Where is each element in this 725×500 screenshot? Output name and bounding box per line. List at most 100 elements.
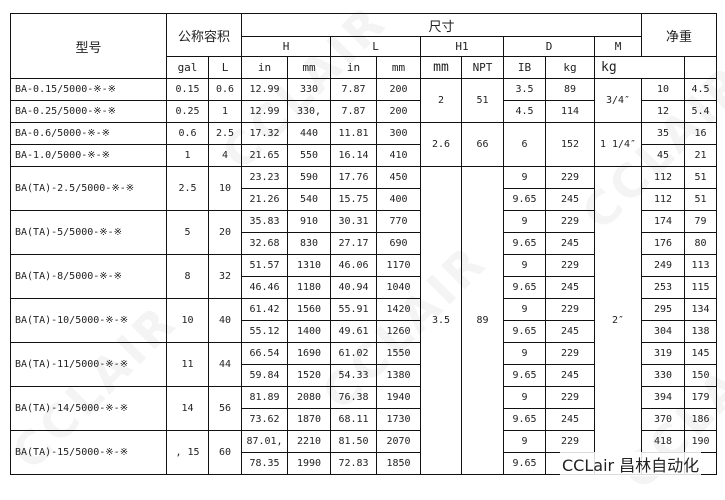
l-in-cell: 72.83 xyxy=(330,452,377,475)
gal-cell: 2.5 xyxy=(166,166,209,211)
l-mm-cell: 200 xyxy=(376,100,421,123)
l-mm-cell: 1940 xyxy=(376,386,421,409)
ib-cell: 9.65 xyxy=(503,408,546,431)
h-mm-cell: 2080 xyxy=(287,386,331,409)
ib-cell: 6 xyxy=(503,122,546,167)
l-in-cell: 30.31 xyxy=(330,210,377,233)
table-row: BA(TA)-15/5000-※-※, 15 60 87.01, 2210 81.50 2… xyxy=(10,430,717,475)
gal-cell: 14 xyxy=(166,386,209,431)
weight-1-cell: 418 xyxy=(641,430,685,453)
gal-cell: 0.6 xyxy=(166,122,209,145)
ib-cell: 9.65 xyxy=(503,232,546,255)
h1-mm-cell: 3.5 xyxy=(420,166,462,475)
h-mm-cell: 330, xyxy=(287,100,331,123)
h-in-cell: 87.01, xyxy=(241,430,288,453)
l-in-cell: 40.94 xyxy=(330,276,377,299)
npt-cell: 51 xyxy=(461,78,504,123)
ib-cell: 9.65 xyxy=(503,276,546,299)
l-mm-cell: 1550 xyxy=(376,342,421,365)
h-mm-cell: 540 xyxy=(287,188,331,211)
kg-cell: 152 xyxy=(545,122,595,167)
l-in-cell: 7.87 xyxy=(330,100,377,123)
model-cell: BA(TA)-11/5000-※-※ xyxy=(10,342,167,387)
header-H: H xyxy=(241,36,331,57)
kg-cell: 245 xyxy=(545,188,595,211)
weight-2-cell: 190 xyxy=(684,430,717,453)
kg-cell: 245 xyxy=(545,276,595,299)
weight-2-cell: 51 xyxy=(684,166,717,189)
weight-1-cell: 12 xyxy=(641,100,685,123)
weight-2-cell: 186 xyxy=(684,408,717,431)
model-cell: BA-0.25/5000-※-※ xyxy=(10,100,167,123)
liter-cell: 1 xyxy=(208,100,242,123)
l-in-cell: 27.17 xyxy=(330,232,377,255)
weight-1-cell: 330 xyxy=(641,364,685,387)
npt-cell: 66 xyxy=(461,122,504,167)
h-in-cell: 61.42 xyxy=(241,298,288,321)
h-in-cell: 17.32 xyxy=(241,122,288,145)
gal-cell: 10 xyxy=(166,298,209,343)
l-mm-cell: 1170 xyxy=(376,254,421,277)
weight-1-cell: 35 xyxy=(641,122,685,145)
liter-cell: 10 xyxy=(208,166,242,211)
weight-2-cell: 51 xyxy=(684,188,717,211)
weight-2-cell: 80 xyxy=(684,232,717,255)
h-in-cell: 35.83 xyxy=(241,210,288,233)
header-M: M xyxy=(594,36,642,57)
l-mm-cell: 300 xyxy=(376,122,421,145)
weight-2-cell: 145 xyxy=(684,342,717,365)
weight-2-cell: 79 xyxy=(684,210,717,233)
model-cell: BA(TA)-10/5000-※-※ xyxy=(10,298,167,343)
liter-cell: 56 xyxy=(208,386,242,431)
l-in-cell: 68.11 xyxy=(330,408,377,431)
ib-cell: 9.65 xyxy=(503,364,546,387)
model-cell: BA(TA)-14/5000-※-※ xyxy=(10,386,167,431)
weight-1-cell: 112 xyxy=(641,166,685,189)
liter-cell: 32 xyxy=(208,254,242,299)
h-mm-cell: 1990 xyxy=(287,452,331,475)
table-row: BA(TA)-5/5000-※-※ 5 20 35.83 910 30.31 770 9 229… xyxy=(10,210,717,255)
h-in-cell: 81.89 xyxy=(241,386,288,409)
l-mm-cell: 1420 xyxy=(376,298,421,321)
weight-1-cell: 10 xyxy=(641,78,685,101)
model-cell: BA-0.15/5000-※-※ xyxy=(10,78,167,101)
l-mm-cell: 450 xyxy=(376,166,421,189)
h-mm-cell: 910 xyxy=(287,210,331,233)
weight-1-cell: 304 xyxy=(641,320,685,343)
kg-cell: 245 xyxy=(545,364,595,387)
gal-cell: 11 xyxy=(166,342,209,387)
l-mm-cell: 2070 xyxy=(376,430,421,453)
h-in-cell: 55.12 xyxy=(241,320,288,343)
l-mm-cell: 1730 xyxy=(376,408,421,431)
weight-1-cell: 176 xyxy=(641,232,685,255)
liter-cell: 4 xyxy=(208,144,242,167)
h-in-cell: 66.54 xyxy=(241,342,288,365)
h-mm-cell: 330 xyxy=(287,78,331,101)
h-mm-cell: 2210 xyxy=(287,430,331,453)
l-in-cell: 15.75 xyxy=(330,188,377,211)
weight-2-cell: 150 xyxy=(684,364,717,387)
header-dimensions: 尺寸 xyxy=(241,13,642,37)
weight-2-cell: 16 xyxy=(684,122,717,145)
liter-cell: 0.6 xyxy=(208,78,242,101)
table-body: BA-0.15/5000-※-※ 0.15 0.6 12.99 330 7.87 200 2 5… xyxy=(10,78,717,475)
model-cell: BA(TA)-8/5000-※-※ xyxy=(10,254,167,299)
unit-L: L xyxy=(208,56,242,79)
unit-empty xyxy=(684,56,717,79)
gal-cell: , 15 xyxy=(166,430,209,475)
l-mm-cell: 770 xyxy=(376,210,421,233)
model-cell: BA-1.0/5000-※-※ xyxy=(10,144,167,167)
model-cell: BA(TA)-5/5000-※-※ xyxy=(10,210,167,255)
l-mm-cell: 1850 xyxy=(376,452,421,475)
ib-cell: 4.5 xyxy=(503,100,546,123)
l-in-cell: 61.02 xyxy=(330,342,377,365)
h-mm-cell: 1180 xyxy=(287,276,331,299)
l-mm-cell: 1040 xyxy=(376,276,421,299)
ib-cell: 3.5 xyxy=(503,78,546,101)
ib-cell: 9.65 xyxy=(503,188,546,211)
h-in-cell: 23.23 xyxy=(241,166,288,189)
unit-L-in: in xyxy=(330,56,377,79)
unit-IB: IB xyxy=(503,56,546,79)
unit-H1-mm: mm xyxy=(420,56,462,79)
table-row: BA(TA)-10/5000-※-※ 10 40 61.42 1560 55.91 1420… xyxy=(10,298,717,343)
